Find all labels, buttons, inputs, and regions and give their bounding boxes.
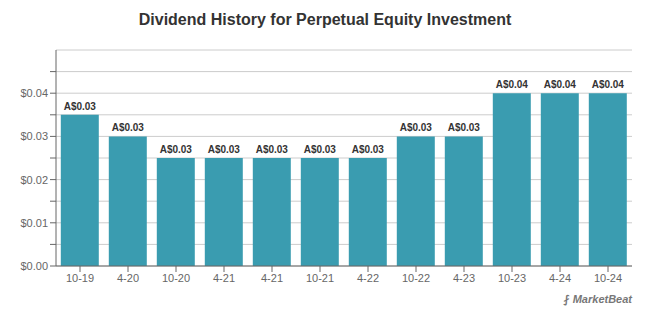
svg-text:A$0.04: A$0.04 [544, 79, 577, 90]
svg-text:4-20: 4-20 [117, 272, 139, 284]
svg-text:A$0.04: A$0.04 [592, 79, 625, 90]
svg-text:A$0.03: A$0.03 [352, 144, 385, 155]
svg-text:$0.00: $0.00 [20, 260, 48, 272]
svg-text:A$0.03: A$0.03 [400, 122, 433, 133]
svg-text:10-22: 10-22 [402, 272, 430, 284]
svg-text:A$0.03: A$0.03 [448, 122, 481, 133]
svg-text:4-23: 4-23 [453, 272, 475, 284]
svg-text:A$0.04: A$0.04 [496, 79, 529, 90]
svg-text:A$0.03: A$0.03 [304, 144, 337, 155]
svg-text:$0.01: $0.01 [20, 217, 48, 229]
svg-text:10-20: 10-20 [162, 272, 190, 284]
svg-text:10-21: 10-21 [306, 272, 334, 284]
svg-text:10-23: 10-23 [498, 272, 526, 284]
svg-text:4-21: 4-21 [213, 272, 235, 284]
svg-text:A$0.03: A$0.03 [64, 101, 97, 112]
svg-text:$0.03: $0.03 [20, 130, 48, 142]
svg-text:10-24: 10-24 [594, 272, 622, 284]
html-text:Dividend History for Perpetual: Dividend History for Perpetual Equity In… [138, 11, 512, 28]
svg-text:$0.02: $0.02 [20, 174, 48, 186]
svg-text:A$0.03: A$0.03 [208, 144, 241, 155]
svg-text:$0.04: $0.04 [20, 87, 48, 99]
html-text:⨏ MarketBeat: ⨏ MarketBeat [563, 293, 632, 305]
svg-text:A$0.03: A$0.03 [160, 144, 193, 155]
svg-text:4-21: 4-21 [261, 272, 283, 284]
svg-text:10-19: 10-19 [66, 272, 94, 284]
svg-text:A$0.03: A$0.03 [256, 144, 289, 155]
svg-text:4-24: 4-24 [549, 272, 571, 284]
svg-text:A$0.03: A$0.03 [112, 122, 145, 133]
svg-text:4-22: 4-22 [357, 272, 379, 284]
